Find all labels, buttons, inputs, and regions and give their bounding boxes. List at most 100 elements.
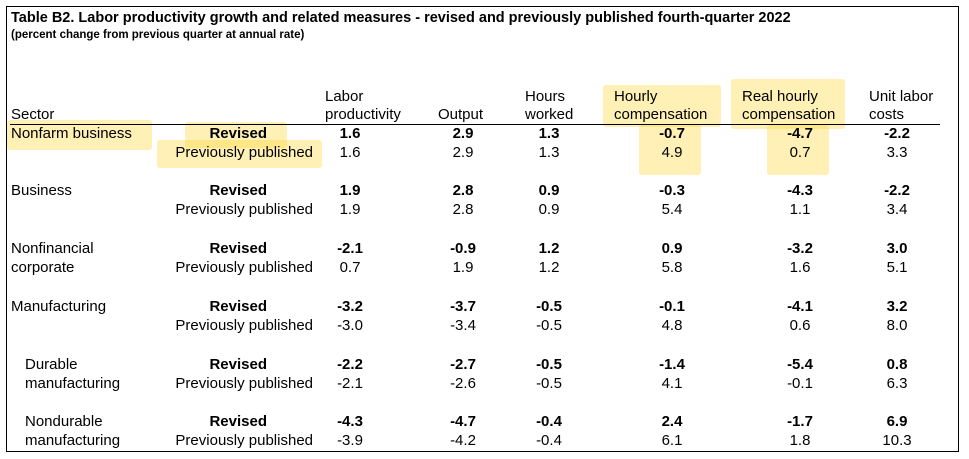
- header-real-hourly-compensation: Real hourly compensation: [742, 88, 836, 123]
- row-label-revised: Revised: [209, 125, 267, 142]
- table-frame: Table B2. Labor productivity growth and …: [6, 6, 959, 452]
- value-output: 2.9: [452, 125, 474, 142]
- value-hourly-compensation: 0.9: [661, 240, 683, 257]
- value-unit-labor-costs: 0.8: [886, 356, 908, 373]
- header-labor-productivity: Labor productivity: [325, 88, 401, 123]
- value-unit-labor-costs: -2.2: [884, 182, 910, 199]
- value-hourly-compensation: 5.4: [661, 201, 683, 218]
- value-hourly-compensation: -0.7: [659, 125, 685, 142]
- highlight-revised-label: [185, 122, 287, 148]
- value-unit-labor-costs: 6.3: [886, 375, 908, 392]
- value-real-hourly-compensation: 0.6: [789, 317, 811, 334]
- value-labor-productivity: 1.6: [339, 125, 361, 142]
- value-hours-worked: -0.5: [536, 375, 562, 392]
- highlight-hourly-comp-values: [639, 125, 701, 175]
- sector-name: manufacturing: [25, 432, 121, 449]
- sector-name: corporate: [11, 259, 75, 276]
- value-unit-labor-costs: -2.2: [884, 125, 910, 142]
- header-hours-worked: Hours worked: [525, 88, 574, 123]
- row-label-previously-published: Previously published: [175, 259, 313, 276]
- highlight-previous-label: [157, 140, 322, 168]
- value-unit-labor-costs: 3.0: [886, 240, 908, 257]
- value-hours-worked: -0.5: [536, 298, 562, 315]
- value-labor-productivity: -2.2: [337, 356, 363, 373]
- row-label-previously-published: Previously published: [175, 144, 313, 161]
- sector-name: Manufacturing: [11, 298, 107, 315]
- value-labor-productivity: 1.9: [339, 201, 361, 218]
- value-real-hourly-compensation: -1.7: [787, 413, 813, 430]
- value-labor-productivity: 0.7: [339, 259, 361, 276]
- value-hours-worked: -0.4: [536, 432, 562, 449]
- header-output: Output: [438, 106, 484, 123]
- value-output: -3.7: [450, 298, 476, 315]
- value-labor-productivity: -3.9: [337, 432, 363, 449]
- row-label-revised: Revised: [209, 356, 267, 373]
- value-output: 2.8: [452, 182, 474, 199]
- value-hourly-compensation: 2.4: [661, 413, 683, 430]
- value-hours-worked: -0.5: [536, 317, 562, 334]
- value-unit-labor-costs: 3.2: [886, 298, 908, 315]
- value-hours-worked: 1.2: [538, 240, 560, 257]
- sector-name: Nondurable: [25, 413, 103, 430]
- value-real-hourly-compensation: 1.8: [789, 432, 811, 449]
- value-real-hourly-compensation: 1.6: [789, 259, 811, 276]
- value-hourly-compensation: 6.1: [661, 432, 683, 449]
- row-label-revised: Revised: [209, 240, 267, 257]
- value-hourly-compensation: -0.1: [659, 298, 685, 315]
- value-hours-worked: 1.2: [538, 259, 560, 276]
- value-labor-productivity: 1.6: [339, 144, 361, 161]
- table-subtitle: (percent change from previous quarter at…: [11, 29, 305, 41]
- value-hours-worked: 1.3: [538, 125, 560, 142]
- value-labor-productivity: -3.0: [337, 317, 363, 334]
- header-sector: Sector: [11, 106, 55, 123]
- row-label-previously-published: Previously published: [175, 201, 313, 218]
- value-labor-productivity: -3.2: [337, 298, 363, 315]
- value-hourly-compensation: 4.9: [661, 144, 683, 161]
- value-real-hourly-compensation: 1.1: [789, 201, 811, 218]
- value-hours-worked: -0.4: [536, 413, 562, 430]
- value-hours-worked: 0.9: [538, 201, 560, 218]
- sector-name: manufacturing: [25, 375, 121, 392]
- table-title: Table B2. Labor productivity growth and …: [11, 10, 791, 26]
- sector-name: Nonfinancial: [11, 240, 94, 257]
- value-output: -2.7: [450, 356, 476, 373]
- value-real-hourly-compensation: -4.3: [787, 182, 813, 199]
- value-hourly-compensation: -0.3: [659, 182, 685, 199]
- highlight-nonfarm-label: [7, 120, 152, 150]
- sector-name: Durable: [25, 356, 78, 373]
- value-unit-labor-costs: 6.9: [886, 413, 908, 430]
- row-label-revised: Revised: [209, 298, 267, 315]
- value-output: -0.9: [450, 240, 476, 257]
- value-labor-productivity: -2.1: [337, 240, 363, 257]
- value-hours-worked: 1.3: [538, 144, 560, 161]
- value-labor-productivity: -2.1: [337, 375, 363, 392]
- header-divider: [10, 124, 940, 125]
- row-label-revised: Revised: [209, 182, 267, 199]
- value-output: -4.2: [450, 432, 476, 449]
- row-label-revised: Revised: [209, 413, 267, 430]
- sector-name: Business: [11, 182, 72, 199]
- value-hourly-compensation: 5.8: [661, 259, 683, 276]
- value-unit-labor-costs: 3.4: [886, 201, 908, 218]
- value-labor-productivity: -4.3: [337, 413, 363, 430]
- value-real-hourly-compensation: -3.2: [787, 240, 813, 257]
- highlight-hourly-comp-header: [603, 85, 721, 127]
- value-unit-labor-costs: 8.0: [886, 317, 908, 334]
- value-output: 2.9: [452, 144, 474, 161]
- value-hours-worked: -0.5: [536, 356, 562, 373]
- highlight-real-comp-values: [767, 125, 829, 175]
- highlight-real-comp-header: [731, 79, 845, 129]
- value-output: -2.6: [450, 375, 476, 392]
- value-output: 2.8: [452, 201, 474, 218]
- value-real-hourly-compensation: 0.7: [789, 144, 811, 161]
- value-hourly-compensation: 4.8: [661, 317, 683, 334]
- value-output: 1.9: [452, 259, 474, 276]
- value-output: -4.7: [450, 413, 476, 430]
- value-unit-labor-costs: 10.3: [882, 432, 912, 449]
- sector-name: Nonfarm business: [11, 125, 132, 142]
- value-real-hourly-compensation: -0.1: [787, 375, 813, 392]
- value-labor-productivity: 1.9: [339, 182, 361, 199]
- value-output: -3.4: [450, 317, 476, 334]
- row-label-previously-published: Previously published: [175, 432, 313, 449]
- header-unit-labor-costs: Unit labor costs: [869, 88, 934, 123]
